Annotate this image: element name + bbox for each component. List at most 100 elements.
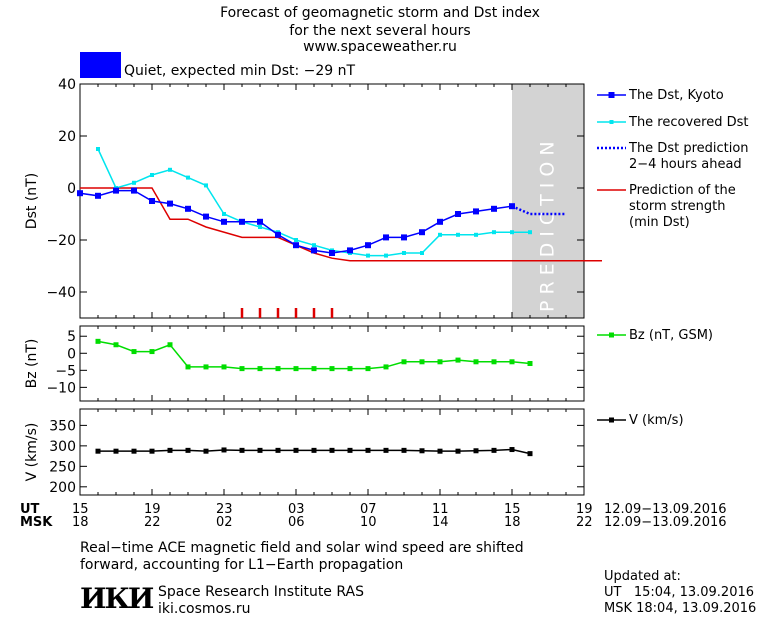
- recovered-dst-point: [474, 232, 478, 237]
- y-tick-label: −40: [46, 285, 76, 301]
- y-tick-label: 0: [67, 346, 76, 362]
- dst-kyoto-point: [329, 250, 335, 256]
- y-tick-label: 300: [49, 439, 76, 455]
- y-axis-label: Dst (nT): [24, 173, 40, 229]
- prediction-region: [512, 84, 584, 318]
- recovered-dst-point: [312, 243, 316, 248]
- chart-title-line1: Forecast of geomagnetic storm and Dst in…: [220, 5, 540, 21]
- solar-wind-speed-point: [455, 448, 461, 454]
- dst-kyoto-point: [257, 218, 263, 225]
- dst-kyoto-point: [95, 192, 101, 199]
- ut-axis-label: UT: [20, 502, 40, 517]
- bz-point: [455, 357, 461, 363]
- solar-wind-speed-point: [419, 448, 425, 454]
- recovered-dst-point: [150, 173, 154, 177]
- iki-logo: ИКИ: [80, 582, 154, 615]
- bz-point: [113, 342, 119, 348]
- legend-label: 2−4 hours ahead: [629, 157, 742, 172]
- updated-msk: MSK 18:04, 13.09.2016: [604, 601, 757, 616]
- legend-label: Bz (nT, GSM): [629, 328, 713, 343]
- recovered-dst-point: [186, 175, 190, 180]
- footnote-line2: forward, accounting for L1−Earth propaga…: [80, 557, 404, 573]
- x-tick-label: 14: [432, 515, 449, 530]
- ut-date-range: 12.09−13.09.2016: [604, 502, 727, 517]
- bz-point: [95, 338, 101, 344]
- bz-point: [239, 366, 245, 372]
- solar-wind-speed-point: [347, 447, 353, 453]
- recovered-dst-point: [294, 238, 298, 242]
- solar-wind-speed-point: [401, 447, 407, 453]
- bz-point: [203, 364, 209, 370]
- x-tick-label: 06: [288, 515, 305, 530]
- y-tick-label: 250: [49, 459, 76, 475]
- x-tick-label: 02: [216, 515, 233, 530]
- y-tick-label: 0: [67, 181, 76, 197]
- legend-label: (min Dst): [629, 215, 690, 230]
- x-tick-label: 23: [216, 502, 233, 517]
- legend-label: V (km/s): [629, 413, 684, 428]
- x-tick-label: 07: [360, 502, 377, 517]
- dst-kyoto-point: [275, 231, 281, 238]
- bz-point: [527, 361, 533, 366]
- bz-point: [419, 359, 425, 365]
- solar-wind-speed-point: [293, 447, 299, 453]
- legend-label: The Dst, Kyoto: [628, 88, 724, 103]
- x-tick-label: 11: [432, 502, 449, 517]
- dst-kyoto-point: [167, 200, 173, 207]
- solar-wind-speed-point: [491, 447, 497, 453]
- solar-wind-speed-point: [167, 447, 173, 453]
- dst-kyoto-point: [473, 208, 479, 215]
- dst-kyoto-point: [239, 218, 245, 225]
- recovered-dst-point: [510, 230, 514, 235]
- recovered-dst-point: [132, 180, 136, 185]
- solar-wind-speed-point: [473, 448, 479, 454]
- solar-wind-speed-point: [311, 447, 317, 453]
- x-tick-label: 03: [288, 502, 305, 517]
- solar-wind-speed-point: [203, 448, 209, 454]
- x-tick-label: 22: [144, 515, 161, 530]
- solar-wind-speed-point: [149, 448, 155, 454]
- msk-date-range: 12.09−13.09.2016: [604, 515, 727, 530]
- dst-prediction-line: [511, 205, 566, 216]
- solar-wind-speed-point: [221, 447, 227, 453]
- status-color-box: [80, 52, 121, 78]
- y-tick-label: 20: [58, 129, 76, 145]
- dst-kyoto-point: [455, 211, 461, 217]
- dst-kyoto-point: [221, 218, 227, 225]
- footnote-line1: Real−time ACE magnetic field and solar w…: [80, 540, 524, 556]
- dst-kyoto-point: [347, 247, 353, 254]
- bz-point: [365, 366, 371, 372]
- legend-marker: [608, 92, 615, 98]
- dst-kyoto-point: [149, 198, 155, 204]
- legend-label: The Dst prediction: [628, 141, 749, 156]
- bz-point: [131, 349, 137, 355]
- dst-kyoto-point: [401, 234, 407, 241]
- dst-kyoto-point: [185, 205, 191, 212]
- bz-point: [149, 349, 155, 355]
- recovered-dst-point: [528, 230, 532, 235]
- recovered-dst-point: [366, 253, 370, 258]
- updated-ut: UT 15:04, 13.09.2016: [604, 585, 755, 600]
- y-tick-label: 40: [58, 77, 76, 93]
- dst-kyoto-point: [293, 242, 299, 249]
- x-tick-label: 22: [576, 515, 593, 530]
- dst-kyoto-point: [113, 187, 119, 194]
- bz-point: [293, 366, 299, 372]
- solar-wind-speed-point: [437, 448, 443, 454]
- dst-kyoto-point: [131, 187, 137, 194]
- solar-wind-speed-point: [275, 447, 281, 453]
- bz-point: [185, 364, 191, 370]
- solar-wind-speed-point: [527, 451, 533, 457]
- institute-name: Space Research Institute RAS: [158, 584, 364, 600]
- panel-frame: [79, 325, 585, 402]
- solar-wind-speed-point: [95, 448, 101, 454]
- solar-wind-speed-point: [365, 447, 371, 453]
- recovered-dst-point: [456, 232, 460, 237]
- recovered-dst-point: [420, 251, 424, 255]
- recovered-dst-point: [438, 232, 442, 237]
- legend-label: The recovered Dst: [628, 115, 748, 130]
- legend-marker: [609, 417, 614, 423]
- y-tick-label: −10: [46, 380, 76, 396]
- bz-point: [473, 359, 479, 365]
